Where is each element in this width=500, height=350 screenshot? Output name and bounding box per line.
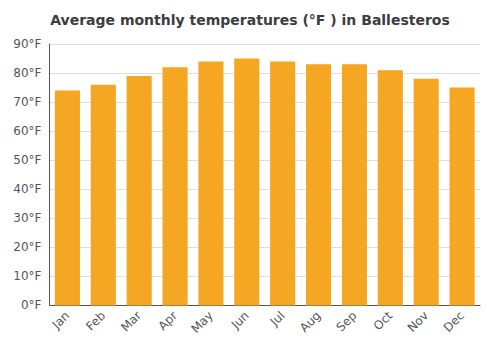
svg-text:Jul: Jul [267, 309, 288, 330]
svg-text:30°F: 30°F [13, 211, 41, 225]
svg-text:80°F: 80°F [13, 66, 41, 80]
svg-text:10°F: 10°F [13, 269, 41, 283]
svg-text:Nov: Nov [405, 309, 431, 335]
svg-text:20°F: 20°F [13, 240, 41, 254]
svg-text:Aug: Aug [297, 309, 323, 335]
svg-text:50°F: 50°F [13, 153, 41, 167]
svg-text:60°F: 60°F [13, 124, 41, 138]
svg-text:Mar: Mar [118, 308, 144, 334]
svg-text:0°F: 0°F [21, 298, 42, 312]
svg-text:Average monthly temperatures (: Average monthly temperatures (°F ) in Ba… [50, 12, 450, 28]
svg-text:Dec: Dec [441, 309, 467, 335]
svg-text:70°F: 70°F [13, 95, 41, 109]
svg-text:Jan: Jan [49, 309, 73, 333]
svg-text:Apr: Apr [155, 308, 180, 333]
svg-text:40°F: 40°F [13, 182, 41, 196]
svg-text:Sep: Sep [334, 309, 360, 335]
svg-text:Oct: Oct [371, 308, 396, 333]
svg-text:May: May [188, 309, 215, 336]
svg-text:Jun: Jun [228, 309, 252, 333]
svg-text:90°F: 90°F [13, 37, 41, 51]
svg-text:Feb: Feb [83, 309, 108, 334]
